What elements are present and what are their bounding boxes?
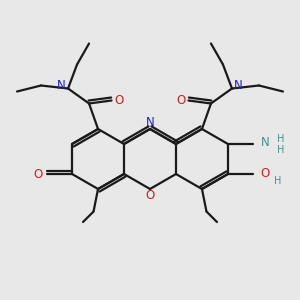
Text: N: N [57,79,66,92]
Text: O: O [146,189,154,202]
Text: H: H [274,176,282,186]
Text: O: O [260,167,269,180]
Text: N: N [146,116,154,129]
Text: O: O [34,167,43,181]
Text: H: H [277,134,284,144]
Text: N: N [234,79,243,92]
Text: N: N [261,136,270,149]
Text: O: O [176,94,186,107]
Text: H: H [277,145,284,155]
Text: O: O [114,94,124,107]
